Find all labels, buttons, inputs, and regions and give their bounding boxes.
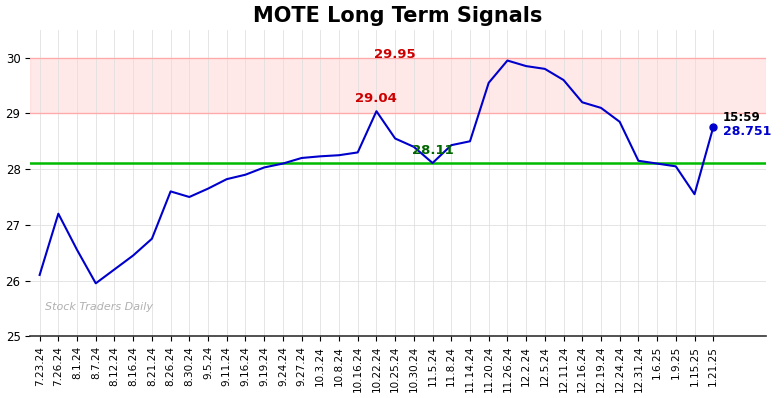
Text: 15:59: 15:59 [723, 111, 760, 124]
Text: 29.04: 29.04 [355, 92, 397, 105]
Text: 28.11: 28.11 [412, 144, 453, 157]
Text: Stock Traders Daily: Stock Traders Daily [45, 302, 153, 312]
Text: 28.751: 28.751 [723, 125, 771, 138]
Text: 29.95: 29.95 [374, 47, 416, 60]
Bar [31, 58, 766, 113]
Title: MOTE Long Term Signals: MOTE Long Term Signals [253, 6, 543, 25]
